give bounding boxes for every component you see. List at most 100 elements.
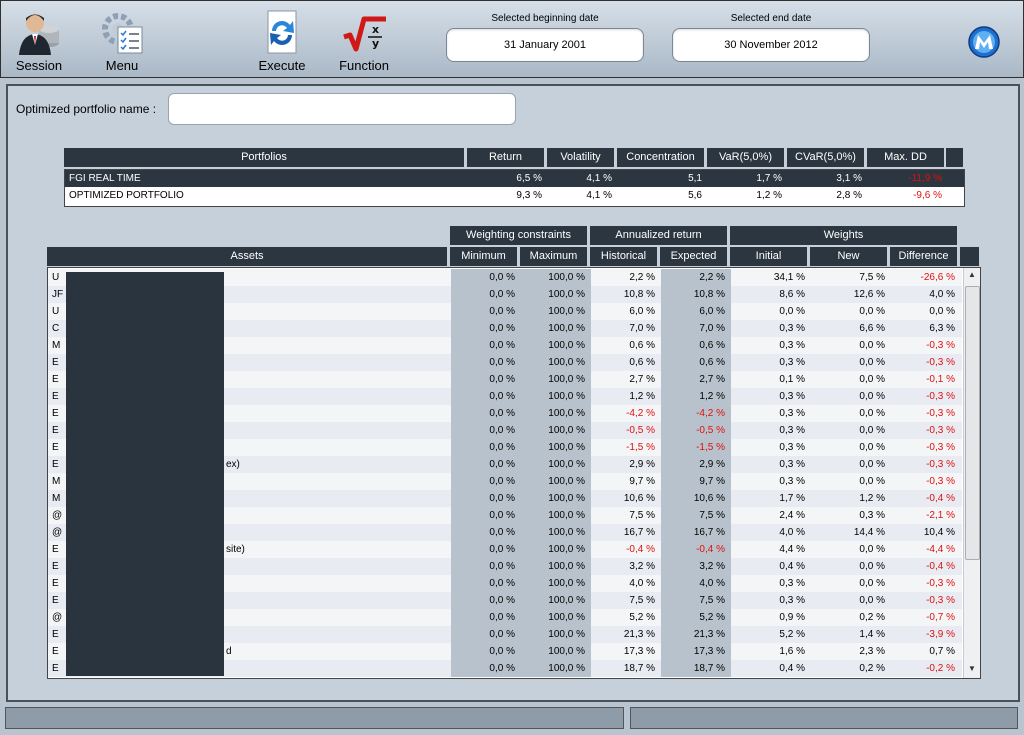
session-button[interactable]: Session	[4, 9, 74, 73]
cell-minimum[interactable]: 0,0 %	[451, 473, 521, 490]
cell-minimum[interactable]: 0,0 %	[451, 303, 521, 320]
cell-maximum[interactable]: 100,0 %	[521, 286, 591, 303]
summary-row[interactable]: FGI REAL TIME 6,5 % 4,1 % 5,1 1,7 % 3,1 …	[65, 170, 964, 187]
cell-maximum[interactable]: 100,0 %	[521, 507, 591, 524]
cell-maximum[interactable]: 100,0 %	[521, 558, 591, 575]
cell-historical: 5,2 %	[629, 612, 655, 623]
cell-maximum[interactable]: 100,0 %	[521, 541, 591, 558]
cell-minimum[interactable]: 0,0 %	[451, 507, 521, 524]
cell-maximum[interactable]: 100,0 %	[521, 490, 591, 507]
begin-date-field[interactable]: 31 January 2001	[446, 28, 644, 62]
summary-header-cvar: CVaR(5,0%)	[787, 148, 864, 167]
cell-maximum[interactable]: 100,0 %	[521, 660, 591, 677]
cell-minimum[interactable]: 0,0 %	[451, 609, 521, 626]
col-header-assets: Assets	[47, 247, 447, 266]
cell-minimum[interactable]: 0,0 %	[451, 286, 521, 303]
cell-minimum[interactable]: 0,0 %	[451, 575, 521, 592]
menu-button[interactable]: Menu	[87, 9, 157, 73]
cell-maximum[interactable]: 100,0 %	[521, 473, 591, 490]
cell-maximum[interactable]: 100,0 %	[521, 524, 591, 541]
cell-minimum[interactable]: 0,0 %	[451, 643, 521, 660]
cell-difference: 10,4 %	[923, 527, 955, 538]
scrollbar-thumb[interactable]	[965, 286, 980, 560]
table-row[interactable]: E 0,0 % 100,0 % -1,5 % -1,5 % 0,3 % 0,0 % -0,3 …	[48, 439, 962, 456]
cell-maximum[interactable]: 100,0 %	[521, 456, 591, 473]
cell-initial: 0,1 %	[779, 374, 805, 385]
table-row[interactable]: E 0,0 % 100,0 % 4,0 % 4,0 % 0,3 % 0,0 % -0,3 %	[48, 575, 962, 592]
table-row[interactable]: E 0,0 % 100,0 % -4,2 % -4,2 % 0,3 % 0,0 % -0,3 …	[48, 405, 962, 422]
table-row[interactable]: @0,0 % 100,0 % 5,2 % 5,2 % 0,9 % 0,2 % -0,7 %	[48, 609, 962, 626]
cell-maximum[interactable]: 100,0 %	[521, 303, 591, 320]
app-logo-icon[interactable]	[968, 26, 1000, 58]
table-row[interactable]: E 0,0 % 100,0 % 7,5 % 7,5 % 0,3 % 0,0 % -0,3 %	[48, 592, 962, 609]
portfolio-name-input[interactable]	[168, 93, 516, 125]
cell-maximum[interactable]: 100,0 %	[521, 439, 591, 456]
cell-minimum[interactable]: 0,0 %	[451, 626, 521, 643]
assets-scrollbar[interactable]: ▲ ▼	[963, 268, 980, 678]
function-button[interactable]: x y Function	[329, 9, 399, 73]
cell-minimum[interactable]: 0,0 %	[451, 371, 521, 388]
table-row[interactable]: E 0,0 % 100,0 % 18,7 % 18,7 % 0,4 % 0,2 % -0,2 …	[48, 660, 962, 677]
table-row[interactable]: @0,0 % 100,0 % 16,7 % 16,7 % 4,0 % 14,4 % 10,4…	[48, 524, 962, 541]
table-row[interactable]: U 0,0 % 100,0 % 6,0 % 6,0 % 0,0 % 0,0 % 0,0 %	[48, 303, 962, 320]
cell-minimum[interactable]: 0,0 %	[451, 541, 521, 558]
cell-maximum[interactable]: 100,0 %	[521, 422, 591, 439]
scroll-up-arrow-icon[interactable]: ▲	[968, 270, 976, 279]
toolbar: Session Menu Execute x	[0, 0, 1024, 78]
summary-header-concentration: Concentration	[617, 148, 704, 167]
summary-row[interactable]: OPTIMIZED PORTFOLIO 9,3 % 4,1 % 5,6 1,2 …	[65, 187, 964, 204]
svg-text:y: y	[372, 37, 379, 50]
scroll-down-arrow-icon[interactable]: ▼	[968, 664, 976, 673]
cell-initial: 0,3 %	[779, 323, 805, 334]
cell-maximum[interactable]: 100,0 %	[521, 405, 591, 422]
cell-new: 7,5 %	[859, 272, 885, 283]
table-row[interactable]: M 0,0 % 100,0 % 9,7 % 9,7 % 0,3 % 0,0 % -0,3 %	[48, 473, 962, 490]
table-row[interactable]: C 0,0 % 100,0 % 7,0 % 7,0 % 0,3 % 6,6 % 6,3 %	[48, 320, 962, 337]
cell-maximum[interactable]: 100,0 %	[521, 320, 591, 337]
table-row[interactable]: JF 0,0 % 100,0 % 10,8 % 10,8 % 8,6 % 12,6 % 4,0…	[48, 286, 962, 303]
cell-expected: 1,2 %	[661, 388, 731, 405]
cell-maximum[interactable]: 100,0 %	[521, 643, 591, 660]
table-row[interactable]: E 0,0 % 100,0 % 21,3 % 21,3 % 5,2 % 1,4 % -3,9 …	[48, 626, 962, 643]
cell-minimum[interactable]: 0,0 %	[451, 456, 521, 473]
cell-expected: 7,5 %	[661, 592, 731, 609]
table-row[interactable]: E 0,0 % 100,0 % 0,6 % 0,6 % 0,3 % 0,0 % -0,3 %	[48, 354, 962, 371]
table-row[interactable]: @0,0 % 100,0 % 7,5 % 7,5 % 2,4 % 0,3 % -2,1 %	[48, 507, 962, 524]
cell-maximum[interactable]: 100,0 %	[521, 626, 591, 643]
cell-maximum[interactable]: 100,0 %	[521, 609, 591, 626]
cell-minimum[interactable]: 0,0 %	[451, 558, 521, 575]
cell-minimum[interactable]: 0,0 %	[451, 439, 521, 456]
table-row[interactable]: E 0,0 % 100,0 % 1,2 % 1,2 % 0,3 % 0,0 % -0,3 %	[48, 388, 962, 405]
table-row[interactable]: E 0,0 % 100,0 % -0,5 % -0,5 % 0,3 % 0,0 % -0,3 …	[48, 422, 962, 439]
cell-maximum[interactable]: 100,0 %	[521, 371, 591, 388]
cell-minimum[interactable]: 0,0 %	[451, 422, 521, 439]
table-row[interactable]: M 0,0 % 100,0 % 10,6 % 10,6 % 1,7 % 1,2 % -0,4 …	[48, 490, 962, 507]
cell-minimum[interactable]: 0,0 %	[451, 524, 521, 541]
cell-difference: -0,3 %	[926, 340, 955, 351]
table-row[interactable]: E 0,0 % 100,0 % 2,7 % 2,7 % 0,1 % 0,0 % -0,1 %	[48, 371, 962, 388]
cell-maximum[interactable]: 100,0 %	[521, 575, 591, 592]
cell-minimum[interactable]: 0,0 %	[451, 388, 521, 405]
cell-minimum[interactable]: 0,0 %	[451, 592, 521, 609]
end-date-field[interactable]: 30 November 2012	[672, 28, 870, 62]
cell-maximum[interactable]: 100,0 %	[521, 269, 591, 286]
cell-minimum[interactable]: 0,0 %	[451, 320, 521, 337]
cell-minimum[interactable]: 0,0 %	[451, 354, 521, 371]
cell-maximum[interactable]: 100,0 %	[521, 337, 591, 354]
table-row[interactable]: E 0,0 % 100,0 % 3,2 % 3,2 % 0,4 % 0,0 % -0,4 %	[48, 558, 962, 575]
cell-maximum[interactable]: 100,0 %	[521, 354, 591, 371]
cell-minimum[interactable]: 0,0 %	[451, 337, 521, 354]
table-row[interactable]: M 0,0 % 100,0 % 0,6 % 0,6 % 0,3 % 0,0 % -0,3 %	[48, 337, 962, 354]
cell-minimum[interactable]: 0,0 %	[451, 269, 521, 286]
cell-new: 0,0 %	[859, 425, 885, 436]
cell-minimum[interactable]: 0,0 %	[451, 405, 521, 422]
execute-button[interactable]: Execute	[247, 9, 317, 73]
cell-maximum[interactable]: 100,0 %	[521, 388, 591, 405]
cell-minimum[interactable]: 0,0 %	[451, 660, 521, 677]
cell-minimum[interactable]: 0,0 %	[451, 490, 521, 507]
cell-maximum[interactable]: 100,0 %	[521, 592, 591, 609]
table-row[interactable]: U 0,0 % 100,0 % 2,2 % 2,2 % 34,1 % 7,5 % -26,6 …	[48, 269, 962, 286]
